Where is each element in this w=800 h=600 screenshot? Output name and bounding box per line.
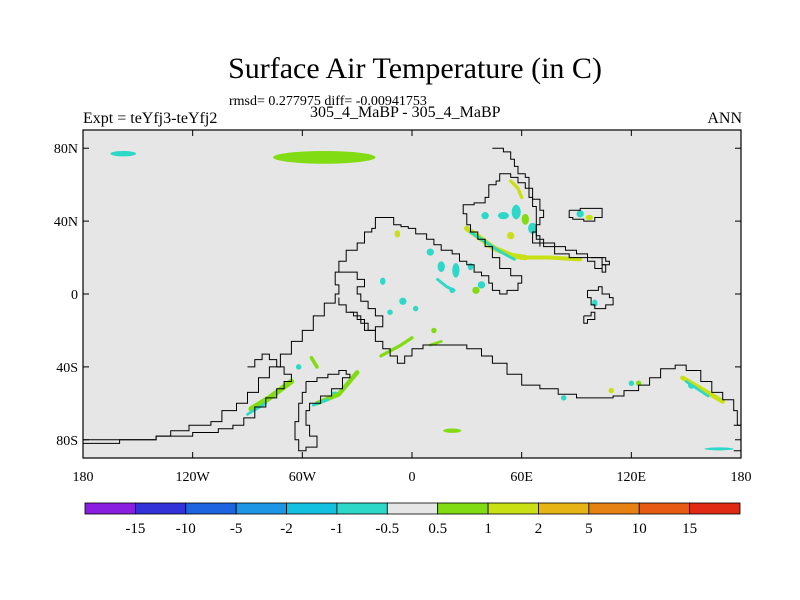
anomaly-band <box>428 340 443 347</box>
coastline <box>591 257 610 269</box>
colorbar-swatch <box>538 502 590 515</box>
coastline <box>294 370 351 452</box>
anomaly-patch <box>477 281 486 289</box>
anomaly-patch <box>426 248 434 256</box>
y-tick-label: 0 <box>71 288 78 303</box>
x-tick-label: 120W <box>176 470 211 485</box>
experiment-label: Expt = teYfj3-teYfj2 <box>83 110 218 127</box>
coastline <box>83 353 292 446</box>
anomaly-patch <box>704 447 734 451</box>
y-tick-label: 80S <box>56 434 78 449</box>
anomaly-patch <box>628 380 635 387</box>
coastline <box>83 173 607 441</box>
case-label: 305_4_MaBP - 305_4_MaBP <box>310 104 501 121</box>
x-tick-label: 180 <box>73 470 94 485</box>
colorbar-label: 0.5 <box>428 521 447 537</box>
colorbar-swatch <box>185 502 237 515</box>
colorbar-label: 1 <box>484 521 492 537</box>
plot-background <box>83 130 741 458</box>
y-tick-label: 40S <box>56 361 78 376</box>
colorbar-label: -1 <box>331 521 344 537</box>
colorbar-label: -0.5 <box>375 521 399 537</box>
x-tick-label: 0 <box>409 470 416 485</box>
anomaly-patch <box>528 222 538 234</box>
x-tick-label: 60W <box>289 470 317 485</box>
colorbar-label: 5 <box>585 521 593 537</box>
anomaly-patch <box>394 230 401 238</box>
anomaly-patch <box>443 428 462 433</box>
anomaly-patch <box>497 212 509 220</box>
colorbar-swatch <box>84 502 136 515</box>
anomaly-patch <box>608 387 614 394</box>
colorbar-swatch <box>134 502 187 515</box>
anomaly-patch <box>507 232 515 240</box>
y-tick-label: 80N <box>54 142 78 157</box>
anomaly-patch <box>576 210 584 218</box>
anomaly-band <box>521 255 583 262</box>
colorbar-swatch <box>588 502 640 515</box>
y-tick-label: 40N <box>54 215 78 230</box>
coastline <box>587 286 614 310</box>
x-tick-label: 120E <box>617 470 647 485</box>
anomaly-patch <box>431 327 437 334</box>
anomaly-band <box>436 277 456 292</box>
coastline <box>338 271 384 331</box>
colorbar-swatch <box>437 502 489 515</box>
anomaly-band <box>246 401 268 416</box>
anomaly-patch <box>387 309 393 315</box>
anomaly-patch <box>295 364 302 370</box>
anomaly-patch <box>560 395 567 401</box>
coastline <box>583 311 596 324</box>
coastline <box>349 311 741 433</box>
anomaly-band <box>379 336 414 358</box>
colorbar-label: -2 <box>280 521 293 537</box>
colorbar-swatch <box>286 502 338 515</box>
coastline <box>492 147 545 247</box>
anomaly-band <box>509 179 524 200</box>
anomaly-band <box>469 230 516 261</box>
x-tick-label: 180 <box>731 470 752 485</box>
anomaly-band <box>684 380 710 398</box>
colorbar-label: 10 <box>632 521 647 537</box>
colorbar: -15 -10 -5 -2 -1 -0.5 0.5 1 2 5 10 15 <box>84 502 741 537</box>
anomaly-patch <box>110 150 137 157</box>
anomaly-patch <box>437 261 445 273</box>
season-label: ANN <box>707 110 742 127</box>
anomaly-patch <box>481 212 489 220</box>
anomaly-patch <box>412 305 419 312</box>
colorbar-swatch <box>638 502 691 515</box>
colorbar-swatch <box>235 502 287 515</box>
colorbar-swatch <box>487 502 539 515</box>
y-axis: 80N 40N 0 40S 80S <box>54 142 741 449</box>
colorbar-label: -10 <box>176 521 196 537</box>
chart-title: Surface Air Temperature (in C) <box>228 52 602 85</box>
anomaly-patch <box>511 204 521 220</box>
anomaly-patch <box>521 213 529 225</box>
anomaly-patch <box>273 150 376 164</box>
x-tick-label: 60E <box>510 470 533 485</box>
anomaly-patch <box>380 277 386 285</box>
anomaly-band <box>309 355 319 369</box>
colorbar-label: 15 <box>682 521 697 537</box>
coastline <box>733 424 741 452</box>
colorbar-swatch <box>386 502 439 515</box>
anomaly-patch <box>399 297 407 305</box>
colorbar-label: -5 <box>230 521 243 537</box>
coastline <box>568 207 603 222</box>
x-axis: 180 120W 60W 0 60E 120E 180 <box>73 130 752 485</box>
colorbar-swatch <box>689 502 741 515</box>
anomaly-patch <box>472 286 480 294</box>
coastlines <box>83 147 741 452</box>
colorbar-label: -15 <box>125 521 145 537</box>
colorbar-label: 2 <box>535 521 543 537</box>
anomaly-patch <box>585 214 593 221</box>
colorbar-swatch <box>336 502 388 515</box>
anomaly-patch <box>452 263 460 278</box>
anomaly-band <box>680 375 726 404</box>
stats-label: rmsd= 0.277975 diff= -0.00941753 <box>229 94 427 109</box>
anomaly-patch <box>467 263 474 271</box>
